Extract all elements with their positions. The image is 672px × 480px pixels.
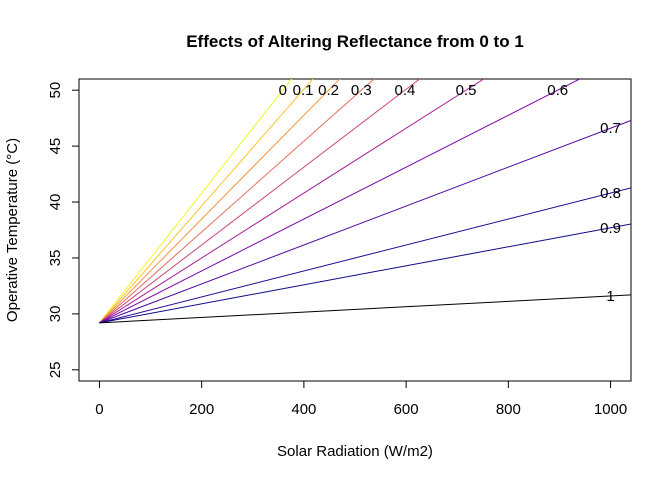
series-line-0 xyxy=(99,79,293,324)
series-label-0-3: 0.3 xyxy=(351,82,372,99)
y-axis: 25 30 35 40 45 50 xyxy=(47,82,80,378)
y-tick-label: 45 xyxy=(47,138,64,155)
y-tick-label: 35 xyxy=(47,250,64,267)
x-tick-label: 1000 xyxy=(594,401,627,418)
series-lines xyxy=(99,79,631,324)
series-label-0-5: 0.5 xyxy=(456,82,477,99)
series-line-0-7 xyxy=(99,119,631,324)
series-line-0-4 xyxy=(99,79,421,324)
series-line-0-6 xyxy=(99,79,581,324)
y-tick-label: 50 xyxy=(47,82,64,99)
series-line-0-1 xyxy=(99,79,314,324)
series-label-1: 1 xyxy=(606,288,614,305)
y-tick-label: 40 xyxy=(47,194,64,211)
series-line-1 xyxy=(99,294,631,324)
x-tick-label: 0 xyxy=(95,401,103,418)
series-label-0-1: 0.1 xyxy=(293,82,314,99)
series-label-0-9: 0.9 xyxy=(600,220,621,237)
x-tick-label: 600 xyxy=(394,401,419,418)
series-line-0-2 xyxy=(99,79,341,324)
series-label-0-8: 0.8 xyxy=(600,185,621,202)
chart-title: Effects of Altering Reflectance from 0 t… xyxy=(186,32,524,51)
x-axis: 0 200 400 600 800 1000 xyxy=(95,380,627,418)
y-tick-label: 25 xyxy=(47,361,64,378)
series-line-0-3 xyxy=(99,79,375,324)
series-line-0-8 xyxy=(99,187,631,324)
series-label-0-4: 0.4 xyxy=(395,82,416,99)
series-label-0-6: 0.6 xyxy=(547,82,568,99)
series-line-0-5 xyxy=(99,79,485,324)
y-tick-label: 30 xyxy=(47,306,64,323)
x-axis-label: Solar Radiation (W/m2) xyxy=(277,443,433,460)
y-axis-label: Operative Temperature (°C) xyxy=(4,138,21,322)
x-tick-label: 800 xyxy=(496,401,521,418)
series-line-0-9 xyxy=(99,223,631,324)
series-label-0-2: 0.2 xyxy=(318,82,339,99)
plot-area xyxy=(78,78,632,382)
x-tick-label: 200 xyxy=(189,401,214,418)
series-label-0: 0 xyxy=(279,82,287,99)
series-label-0-7: 0.7 xyxy=(600,120,621,137)
series-labels: 0 0.1 0.2 0.3 0.4 0.5 0.6 0.7 0.8 0.9 1 xyxy=(279,82,621,305)
x-tick-label: 400 xyxy=(291,401,316,418)
